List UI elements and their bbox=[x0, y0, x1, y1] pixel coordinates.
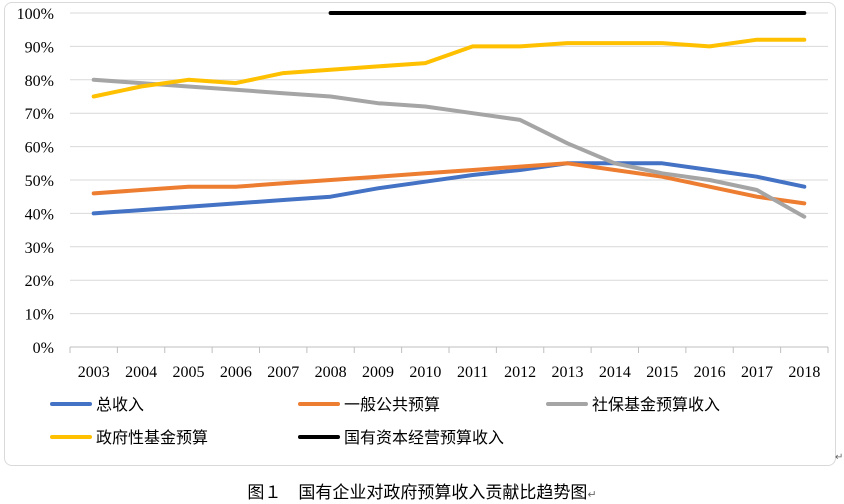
x-tick-label: 2010 bbox=[409, 364, 441, 381]
figure-caption: 图１ 国有企业对政府预算收入贡献比趋势图↵ bbox=[0, 478, 844, 503]
x-tick-label: 2007 bbox=[267, 364, 299, 381]
x-axis-ticks: 2003 2004 2005 2006 2007 2008 2009 2010 2011 2012… bbox=[69, 346, 829, 381]
x-tick-label: 2012 bbox=[504, 364, 536, 381]
y-tick-label: 60% bbox=[25, 140, 54, 157]
legend-label-3: 政府性基金预算 bbox=[96, 428, 208, 447]
x-tick-label: 2003 bbox=[78, 364, 110, 381]
series-line-0 bbox=[91, 161, 807, 216]
x-tick-label: 2008 bbox=[315, 364, 347, 381]
line-chart: 0%10%20%30%40%50%60%70%80%90%100% 2003 20… bbox=[17, 6, 829, 447]
legend-label-1: 一般公共预算 bbox=[344, 395, 440, 414]
series-line-3 bbox=[91, 37, 807, 99]
y-tick-label: 100% bbox=[17, 6, 54, 23]
legend-label-0: 总收入 bbox=[96, 395, 144, 414]
x-tick-label: 2005 bbox=[172, 364, 204, 381]
y-tick-label: 20% bbox=[25, 273, 54, 290]
x-tick-label: 2017 bbox=[741, 364, 773, 381]
y-tick-label: 50% bbox=[25, 173, 54, 190]
y-tick-label: 80% bbox=[25, 73, 54, 90]
series-lines bbox=[91, 11, 807, 219]
y-tick-label: 40% bbox=[25, 206, 54, 223]
y-axis-ticks: 0% 10% 20% 30% 40% 50% 60% 70% 80% 90% 100% bbox=[17, 6, 54, 357]
y-tick-label: 30% bbox=[25, 240, 54, 257]
paragraph-mark: ↵ bbox=[835, 452, 844, 463]
y-tick-label: 10% bbox=[25, 307, 54, 324]
y-tick-label: 70% bbox=[25, 106, 54, 123]
caption-text: 图１ 国有企业对政府预算收入贡献比趋势图 bbox=[247, 483, 588, 503]
x-tick-label: 2014 bbox=[599, 364, 631, 381]
caption-return-mark: ↵ bbox=[587, 488, 597, 501]
x-tick-label: 2006 bbox=[220, 364, 252, 381]
series-line-2 bbox=[91, 77, 807, 219]
series-line-1 bbox=[91, 161, 807, 206]
legend-label-2: 社保基金预算收入 bbox=[592, 395, 720, 414]
x-tick-label: 2016 bbox=[694, 364, 726, 381]
x-tick-label: 2013 bbox=[551, 364, 583, 381]
x-tick-label: 2004 bbox=[125, 364, 157, 381]
x-tick-label: 2018 bbox=[788, 364, 820, 381]
x-tick-label: 2009 bbox=[362, 364, 394, 381]
x-tick-label: 2015 bbox=[646, 364, 678, 381]
x-tick-label: 2011 bbox=[457, 364, 488, 381]
y-tick-label: 90% bbox=[25, 39, 54, 56]
y-tick-label: 0% bbox=[33, 340, 54, 357]
legend-label-4: 国有资本经营预算收入 bbox=[344, 428, 504, 447]
